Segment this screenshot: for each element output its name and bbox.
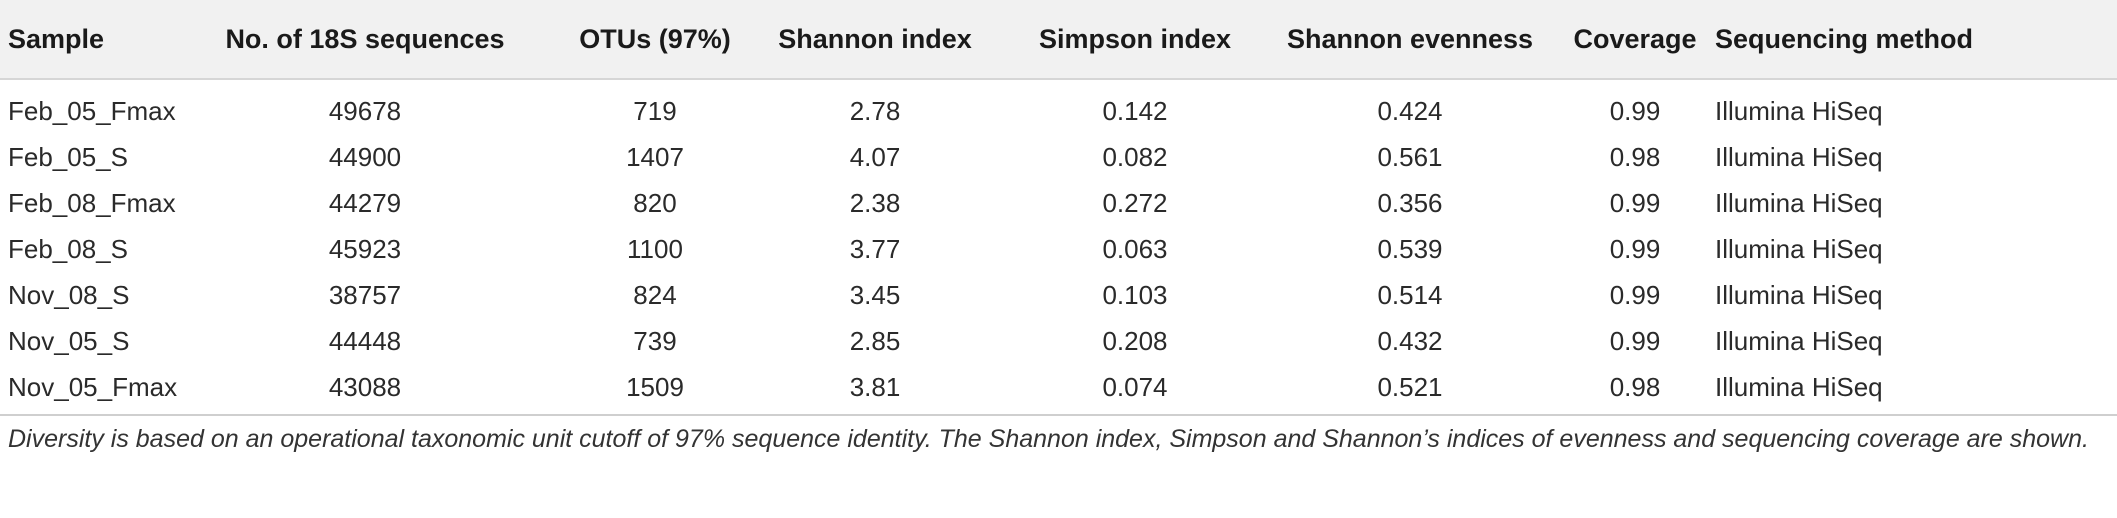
cell-sequences: 45923 <box>328 233 402 264</box>
cell-shannon: 2.85 <box>849 325 901 356</box>
header-row: Sample No. of 18S sequences OTUs (97%) S… <box>0 0 2117 80</box>
cell-sample: Nov_08_S <box>8 279 130 310</box>
table-row: Feb_05_Fmax 49678 719 2.78 0.142 0.424 0.99 Ill… <box>0 79 2117 134</box>
cell-method: Illumina HiSeq <box>1715 364 2117 416</box>
cell-evenness: 0.514 <box>1377 279 1443 310</box>
table-row: Nov_08_S 38757 824 3.45 0.103 0.514 0.99 Illumi… <box>0 272 2117 318</box>
cell-shannon: 3.45 <box>849 279 901 310</box>
col-header-evenness: Shannon evenness <box>1265 0 1555 80</box>
col-header-shannon: Shannon index <box>745 0 1005 80</box>
cell-otus: 820 <box>633 187 677 218</box>
cell-method: Illumina HiSeq <box>1715 279 1883 310</box>
cell-otus: 1407 <box>626 141 684 172</box>
col-header-sample: Sample <box>0 0 165 80</box>
cell-otus: 719 <box>633 95 677 126</box>
cell-evenness: 0.561 <box>1377 141 1443 172</box>
cell-simpson: 0.272 <box>1102 187 1168 218</box>
cell-otus: 1509 <box>565 364 745 416</box>
cell-sample: Feb_08_S <box>8 233 128 264</box>
col-header-otus: OTUs (97%) <box>565 0 745 80</box>
cell-method: Illumina HiSeq <box>1715 325 1883 356</box>
cell-otus: 739 <box>633 325 677 356</box>
table-footnote: Diversity is based on an operational tax… <box>8 425 2089 453</box>
table-row: Feb_08_S 45923 1100 3.77 0.063 0.539 0.99 Illum… <box>0 226 2117 272</box>
cell-simpson: 0.074 <box>1005 364 1265 416</box>
col-header-method: Sequencing method <box>1715 0 2117 80</box>
cell-method: Illumina HiSeq <box>1715 95 1883 126</box>
table-row: Feb_08_Fmax 44279 820 2.38 0.272 0.356 0.99 Ill… <box>0 180 2117 226</box>
cell-sequences: 43088 <box>165 364 565 416</box>
table-header: Sample No. of 18S sequences OTUs (97%) S… <box>0 0 2117 80</box>
cell-sequences: 49678 <box>328 95 402 126</box>
col-header-simpson: Simpson index <box>1005 0 1265 80</box>
cell-sequences: 38757 <box>328 279 402 310</box>
cell-evenness: 0.356 <box>1377 187 1443 218</box>
cell-coverage: 0.99 <box>1609 233 1661 264</box>
cell-coverage: 0.99 <box>1609 187 1661 218</box>
cell-simpson: 0.208 <box>1102 325 1168 356</box>
cell-evenness: 0.424 <box>1377 95 1443 126</box>
cell-coverage: 0.99 <box>1609 95 1661 126</box>
cell-sample: Feb_05_S <box>8 141 128 172</box>
cell-coverage: 0.98 <box>1555 364 1715 416</box>
cell-coverage: 0.98 <box>1609 141 1661 172</box>
cell-sequences: 44279 <box>328 187 402 218</box>
cell-evenness: 0.539 <box>1377 233 1443 264</box>
table-body: Feb_05_Fmax 49678 719 2.78 0.142 0.424 0.99 Ill… <box>0 79 2117 416</box>
cell-method: Illumina HiSeq <box>1715 233 1883 264</box>
cell-sample: Nov_05_S <box>8 325 130 356</box>
cell-shannon: 2.38 <box>849 187 901 218</box>
cell-shannon: 3.81 <box>745 364 1005 416</box>
cell-method: Illumina HiSeq <box>1715 187 1883 218</box>
cell-simpson: 0.142 <box>1102 95 1168 126</box>
cell-shannon: 2.78 <box>849 95 901 126</box>
cell-simpson: 0.082 <box>1102 141 1168 172</box>
cell-evenness: 0.432 <box>1377 325 1443 356</box>
diversity-table-container: Sample No. of 18S sequences OTUs (97%) S… <box>0 0 2117 416</box>
cell-simpson: 0.063 <box>1102 233 1168 264</box>
diversity-table: Sample No. of 18S sequences OTUs (97%) S… <box>0 0 2117 416</box>
cell-coverage: 0.99 <box>1609 279 1661 310</box>
table-row: Nov_05_S 44448 739 2.85 0.208 0.432 0.99 Illumi… <box>0 318 2117 364</box>
cell-otus: 824 <box>633 279 677 310</box>
cell-evenness: 0.521 <box>1265 364 1555 416</box>
cell-sequences: 44448 <box>328 325 402 356</box>
cell-shannon: 4.07 <box>849 141 901 172</box>
cell-simpson: 0.103 <box>1102 279 1168 310</box>
col-header-coverage: Coverage <box>1555 0 1715 80</box>
cell-sample: Nov_05_Fmax <box>0 364 177 416</box>
col-header-sequences: No. of 18S sequences <box>165 0 565 80</box>
table-row: Feb_05_S 44900 1407 4.07 0.082 0.561 0.98 Illum… <box>0 134 2117 180</box>
cell-sample: Feb_08_Fmax <box>8 187 176 218</box>
cell-coverage: 0.99 <box>1609 325 1661 356</box>
table-row: Nov_05_Fmax 43088 1509 3.81 0.074 0.521 0.98 Il… <box>0 364 2117 416</box>
cell-sequences: 44900 <box>328 141 402 172</box>
cell-sample: Feb_05_Fmax <box>8 95 176 126</box>
cell-otus: 1100 <box>627 233 683 264</box>
cell-method: Illumina HiSeq <box>1715 141 1883 172</box>
cell-shannon: 3.77 <box>849 233 901 264</box>
